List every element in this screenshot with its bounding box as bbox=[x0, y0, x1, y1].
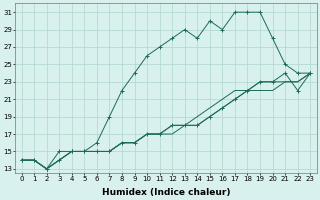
X-axis label: Humidex (Indice chaleur): Humidex (Indice chaleur) bbox=[102, 188, 230, 197]
